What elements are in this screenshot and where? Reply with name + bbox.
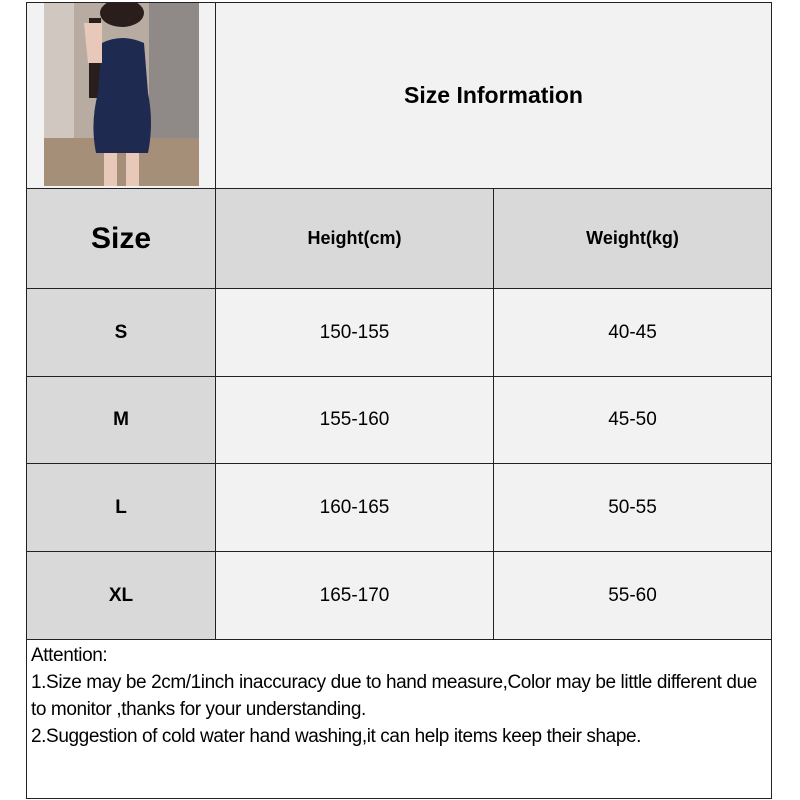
- weight-cell: 45-50: [493, 376, 772, 464]
- notes-heading: Attention:: [31, 645, 108, 666]
- height-cell: 160-165: [215, 463, 494, 552]
- page-title: Size Information: [215, 2, 772, 189]
- note-line: 1.Size may be 2cm/1inch inaccuracy due t…: [31, 672, 762, 720]
- product-photo: [44, 3, 199, 186]
- header-weight: Weight(kg): [493, 188, 772, 289]
- height-cell: 165-170: [215, 551, 494, 640]
- size-cell: S: [26, 288, 216, 377]
- size-cell: L: [26, 463, 216, 552]
- height-cell: 155-160: [215, 376, 494, 464]
- note-line: 2.Suggestion of cold water hand washing,…: [31, 726, 642, 747]
- weight-cell: 50-55: [493, 463, 772, 552]
- header-height: Height(cm): [215, 188, 494, 289]
- size-cell: XL: [26, 551, 216, 640]
- height-cell: 150-155: [215, 288, 494, 377]
- size-cell: M: [26, 376, 216, 464]
- attention-notes: Attention: 1.Size may be 2cm/1inch inacc…: [26, 639, 772, 799]
- weight-cell: 55-60: [493, 551, 772, 640]
- weight-cell: 40-45: [493, 288, 772, 377]
- header-size: Size: [26, 188, 216, 289]
